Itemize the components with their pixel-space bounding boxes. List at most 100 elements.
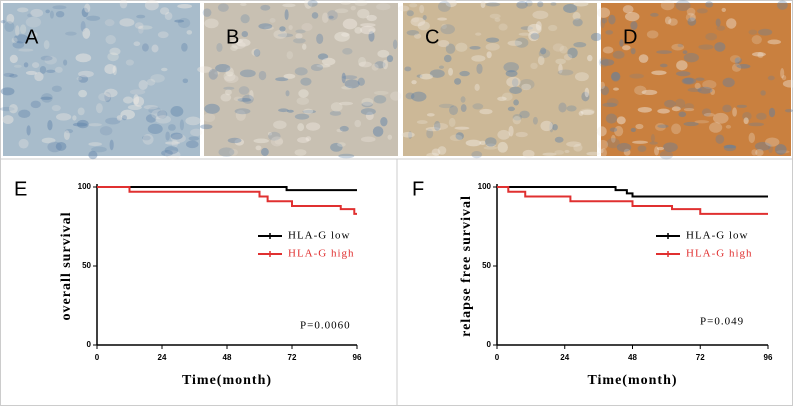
texture — [586, 151, 601, 156]
texture — [32, 32, 38, 38]
x-tick-label: 24 — [560, 353, 569, 362]
x-tick-label: 48 — [223, 353, 232, 362]
texture — [368, 31, 375, 42]
texture — [360, 136, 376, 143]
texture — [512, 114, 523, 121]
texture — [694, 120, 710, 124]
texture — [387, 134, 393, 140]
texture — [512, 116, 522, 125]
texture — [657, 108, 670, 114]
texture — [616, 142, 632, 152]
texture — [635, 123, 644, 130]
texture — [13, 64, 22, 68]
texture — [25, 16, 42, 28]
legend-label: HLA-G high — [288, 248, 355, 260]
texture — [768, 107, 776, 118]
texture — [559, 45, 568, 54]
texture — [472, 103, 484, 110]
texture — [659, 150, 673, 160]
texture — [655, 123, 666, 131]
texture — [455, 132, 464, 140]
survival-curve — [97, 186, 357, 192]
survival-curve — [497, 186, 768, 215]
texture — [485, 143, 496, 148]
texture — [726, 18, 737, 29]
texture — [663, 142, 678, 152]
texture — [235, 109, 246, 121]
texture — [683, 121, 699, 127]
texture — [760, 90, 766, 96]
texture — [429, 69, 445, 78]
texture — [479, 108, 493, 115]
texture — [88, 123, 102, 127]
texture — [46, 69, 56, 74]
texture — [723, 144, 737, 149]
texture — [366, 14, 377, 22]
texture — [683, 52, 699, 63]
texture — [599, 81, 605, 90]
texture — [437, 39, 450, 48]
texture — [65, 31, 77, 36]
texture — [339, 101, 354, 106]
texture — [611, 71, 621, 81]
texture — [20, 24, 27, 35]
texture — [305, 136, 312, 142]
texture — [714, 42, 726, 52]
texture — [650, 12, 659, 17]
texture — [294, 113, 310, 120]
texture — [537, 1, 544, 8]
texture — [223, 86, 235, 90]
texture — [650, 134, 655, 143]
texture — [341, 85, 353, 90]
texture — [696, 8, 708, 14]
texture — [678, 111, 687, 118]
texture — [737, 64, 751, 69]
texture — [143, 104, 158, 110]
texture — [340, 1, 351, 5]
texture — [558, 63, 563, 74]
texture — [44, 55, 57, 65]
texture — [104, 88, 118, 98]
p-value: P=0.049 — [700, 316, 744, 328]
texture — [274, 138, 284, 145]
texture — [535, 21, 542, 31]
texture — [203, 113, 216, 123]
y-tick-label: 0 — [487, 340, 492, 349]
texture — [273, 29, 288, 39]
texture — [185, 140, 199, 149]
texture — [656, 50, 673, 54]
texture — [134, 22, 144, 29]
texture — [293, 38, 306, 44]
texture — [722, 77, 735, 88]
texture — [354, 27, 363, 34]
texture — [437, 1, 451, 12]
p-value: P=0.0060 — [300, 320, 351, 332]
texture — [145, 114, 157, 123]
texture — [30, 100, 41, 109]
texture — [99, 126, 113, 136]
texture — [438, 65, 444, 69]
texture — [528, 31, 540, 42]
texture — [683, 103, 695, 110]
texture — [613, 87, 619, 91]
texture — [237, 98, 252, 102]
texture — [574, 72, 589, 82]
texture — [622, 45, 631, 51]
texture — [223, 71, 236, 82]
texture — [505, 70, 518, 77]
texture — [76, 76, 82, 81]
texture — [286, 51, 294, 60]
texture — [654, 146, 660, 156]
texture — [619, 39, 624, 47]
texture — [715, 18, 721, 27]
texture — [357, 77, 365, 86]
texture — [376, 3, 391, 11]
texture — [516, 1, 528, 9]
texture — [217, 3, 229, 12]
texture — [300, 77, 312, 86]
panel-label: D — [623, 26, 637, 48]
texture — [567, 47, 578, 59]
texture — [255, 145, 262, 151]
texture — [224, 89, 232, 96]
